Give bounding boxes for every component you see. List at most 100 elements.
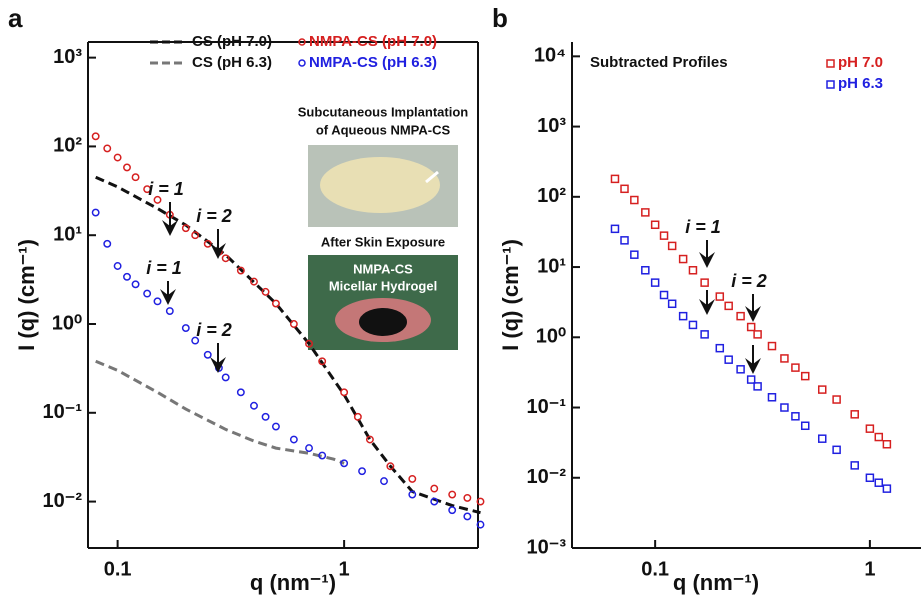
inset-text: Micellar Hydrogel [329, 278, 437, 293]
data-point [700, 278, 709, 287]
data-point [103, 144, 112, 153]
data-point [250, 277, 258, 286]
y-tick-label: 10⁻¹ [43, 401, 83, 423]
data-point [659, 231, 669, 240]
data-point [386, 462, 395, 471]
data-point [358, 467, 367, 476]
data-point [630, 195, 639, 205]
data-point [641, 266, 650, 275]
x-axis-label: q (nm⁻¹) [673, 570, 759, 595]
y-tick-label: 10⁴ [534, 45, 566, 67]
data-point [430, 484, 439, 493]
data-point [753, 330, 762, 339]
legend-swatch [298, 59, 306, 67]
inset-text: of Aqueous NMPA-CS [316, 122, 451, 137]
data-point [408, 490, 417, 499]
photo-arrow [425, 170, 439, 184]
legend-label: pH 6.3 [838, 75, 883, 92]
data-point [289, 435, 298, 444]
y-axis-label: I (q) (cm⁻¹) [14, 239, 39, 351]
data-point [448, 490, 457, 499]
chart-title: Subtracted Profiles [590, 54, 728, 71]
data-point [203, 350, 212, 359]
data-point [667, 241, 677, 251]
data-point [318, 451, 327, 460]
data-point [153, 195, 162, 204]
data-point [123, 272, 131, 281]
data-point [791, 412, 800, 421]
data-point [746, 322, 756, 332]
data-point [261, 412, 270, 421]
y-tick-label: 10⁻² [527, 466, 567, 488]
data-point [113, 262, 122, 270]
x-tick-label: 0.1 [641, 558, 669, 580]
data-point [767, 393, 777, 402]
y-tick-label: 10¹ [53, 223, 82, 245]
data-point [476, 497, 485, 506]
data-point [340, 459, 349, 468]
legend-label: NMPA-CS (pH 6.3) [309, 54, 437, 71]
data-point [113, 153, 122, 162]
annotation: i = 1 [685, 217, 721, 237]
data-point [832, 395, 841, 404]
data-point [650, 220, 660, 230]
data-point [736, 311, 745, 321]
legend-label: CS (pH 7.0) [192, 33, 272, 50]
data-point [191, 231, 200, 240]
data-point [630, 250, 639, 259]
data-point [103, 239, 112, 248]
data-point [476, 520, 485, 529]
data-point [221, 373, 230, 382]
data-point [817, 385, 827, 394]
data-point [667, 299, 677, 309]
data-point [746, 375, 756, 384]
data-point [688, 266, 698, 275]
data-point [715, 343, 725, 353]
data-point [305, 339, 313, 348]
data-point [448, 506, 457, 515]
data-point [620, 236, 629, 245]
data-point [353, 412, 362, 421]
photo-gel [359, 308, 407, 336]
data-point [817, 434, 827, 443]
y-tick-label: 10¹ [537, 255, 566, 277]
data-point [91, 208, 100, 217]
data-point [463, 493, 472, 502]
data-point [874, 432, 884, 442]
data-point [610, 224, 620, 234]
data-point [620, 184, 629, 194]
x-axis-label: q (nm⁻¹) [250, 570, 336, 595]
data-point [340, 388, 349, 397]
data-point [181, 324, 190, 333]
annotation: i = 1 [146, 258, 182, 278]
data-point [850, 410, 859, 419]
legend-swatch [298, 38, 306, 46]
data-point [641, 208, 650, 217]
data-point [791, 363, 800, 372]
data-point [874, 478, 884, 487]
data-point [123, 163, 131, 172]
y-tick-label: 10⁰ [536, 326, 566, 348]
data-point [865, 473, 875, 483]
data-point [850, 461, 859, 470]
photo-mouse [320, 157, 440, 213]
data-point [780, 403, 789, 412]
legend-swatch [826, 59, 835, 68]
data-point [736, 365, 745, 374]
legend-label: pH 7.0 [838, 54, 883, 71]
data-point [165, 307, 174, 315]
annotation: i = 1 [148, 179, 184, 199]
annotation: i = 2 [196, 206, 232, 226]
data-point [91, 132, 100, 141]
data-point [753, 382, 762, 391]
data-point [143, 185, 152, 194]
y-tick-label: 10⁻² [43, 490, 83, 512]
legend-swatch [826, 80, 835, 89]
panel-label: b [492, 3, 508, 33]
y-axis-label: I (q) (cm⁻¹) [498, 239, 523, 351]
data-point [678, 254, 688, 264]
data-point [832, 445, 841, 455]
y-tick-label: 10⁻³ [527, 536, 567, 558]
legend-label: CS (pH 6.3) [192, 54, 272, 71]
